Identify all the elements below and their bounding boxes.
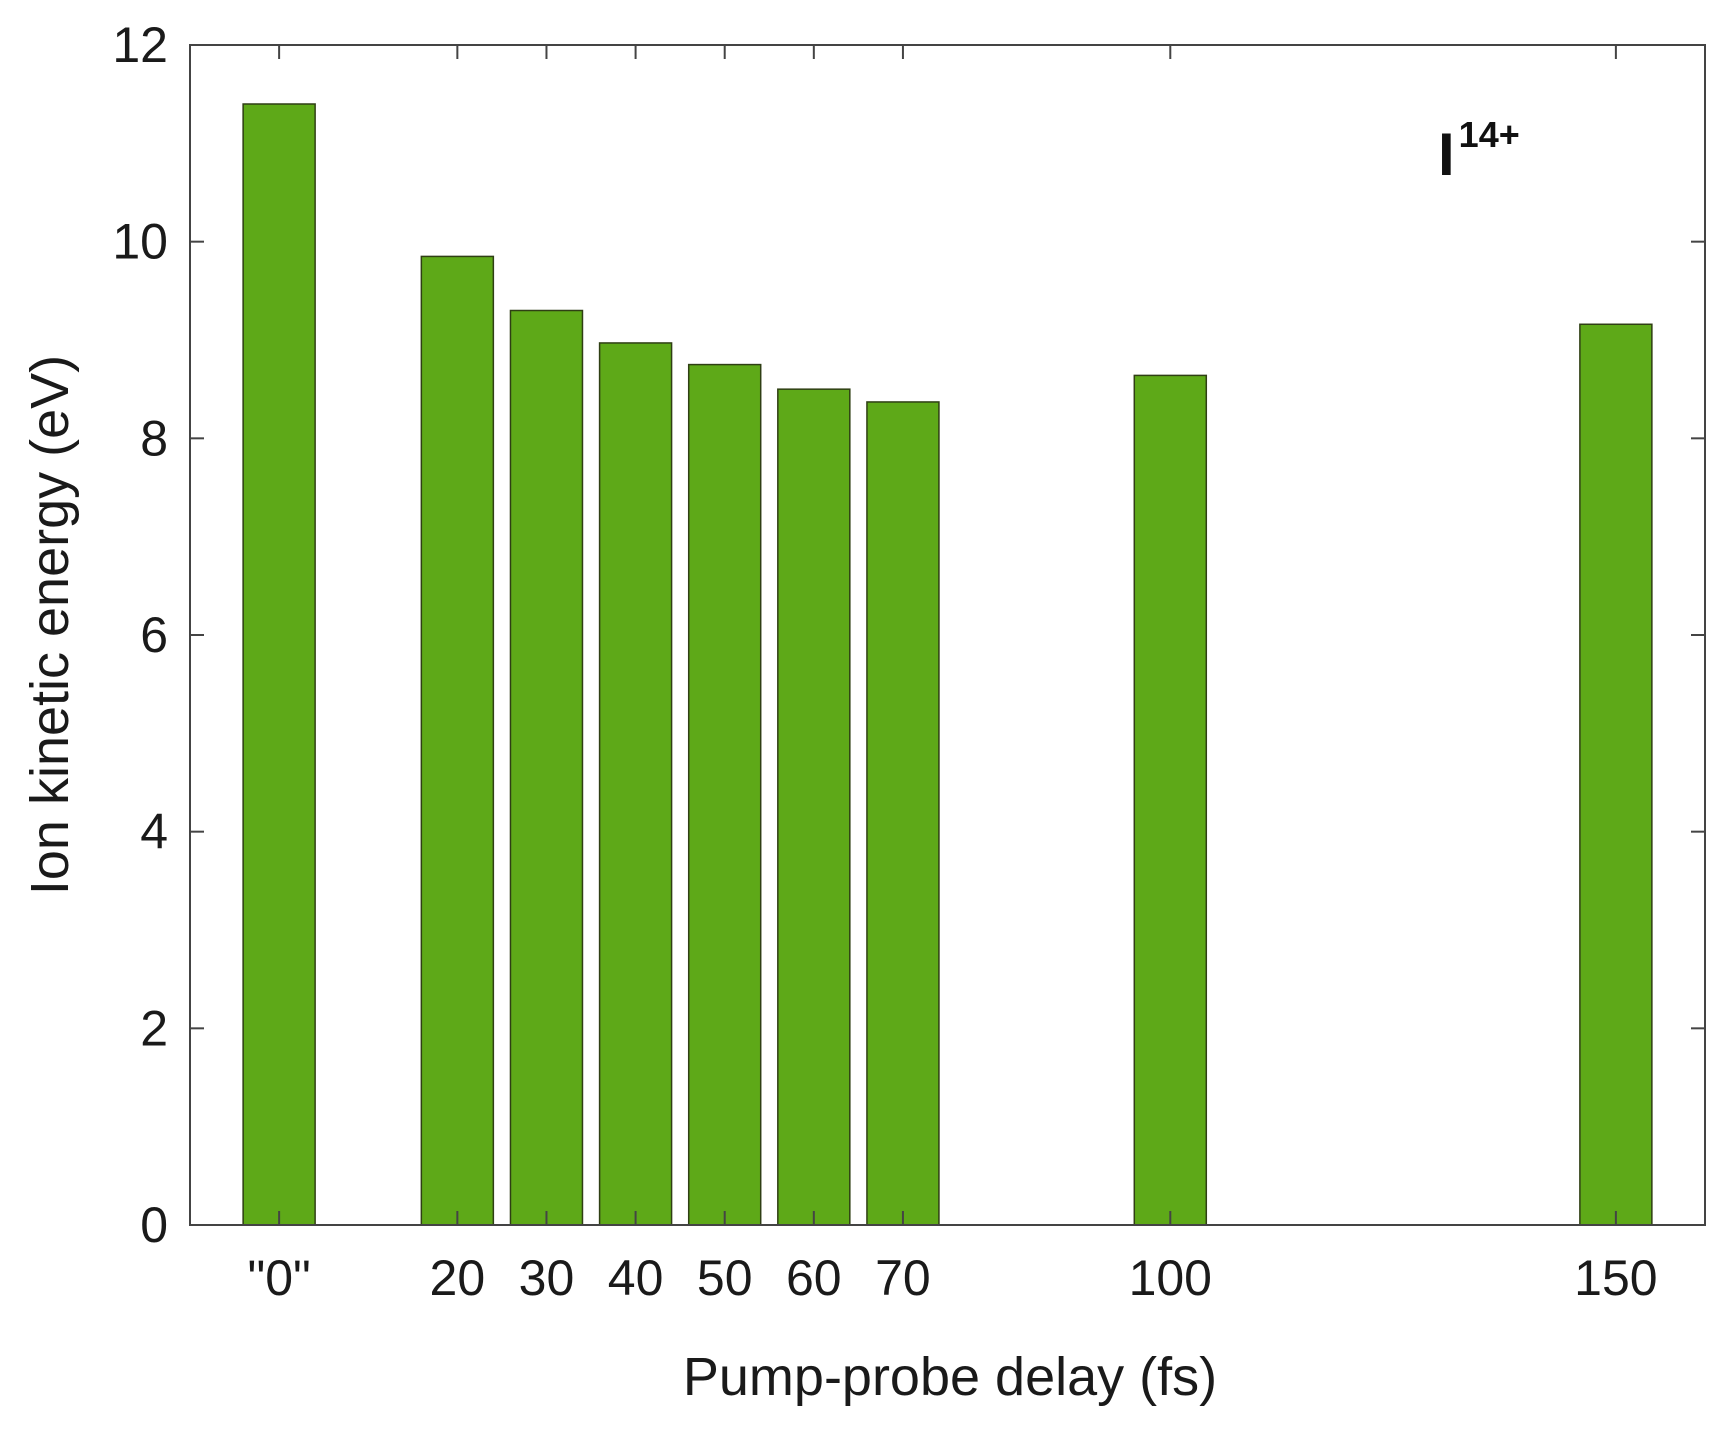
x-tick-labels: "0" 20 30 40 50 60 70 100 150 (247, 1250, 1657, 1306)
bar-100 (1133, 374, 1208, 1226)
x-axis-title: Pump-probe delay (fs) (683, 1347, 1217, 1407)
y-tick-label-2: 2 (140, 1000, 168, 1056)
bar-150 (1579, 323, 1653, 1226)
y-tick-label-6: 6 (140, 607, 168, 663)
y-tick-label-0: 0 (140, 1197, 168, 1253)
x-tick-label-20: 20 (430, 1250, 486, 1306)
y-tick-labels: 0 2 4 6 8 10 12 (112, 17, 168, 1253)
y-tick-label-4: 4 (140, 804, 168, 860)
bar-70 (866, 401, 940, 1226)
ion-symbol: I (1438, 121, 1455, 188)
x-tick-label-30: 30 (519, 1250, 575, 1306)
bar-50 (687, 363, 762, 1226)
x-tick-label-50: 50 (697, 1250, 753, 1306)
bar-40 (598, 342, 673, 1226)
y-tick-label-8: 8 (140, 410, 168, 466)
bars-group (242, 103, 1653, 1226)
bar-0 (242, 103, 316, 1226)
y-axis-title: Ion kinetic energy (eV) (20, 355, 80, 895)
bar-60 (777, 388, 851, 1226)
x-tick-label-70: 70 (875, 1250, 931, 1306)
y-tick-label-12: 12 (112, 17, 168, 73)
y-tick-label-10: 10 (112, 214, 168, 270)
axes-group (189, 44, 1706, 1226)
x-tick-label-0: "0" (247, 1250, 310, 1306)
x-tick-label-60: 60 (786, 1250, 842, 1306)
ion-charge-superscript: 14+ (1459, 114, 1520, 155)
ion-charge-annotation: I 14+ (1438, 114, 1520, 188)
plot-frame (189, 44, 1706, 1226)
x-tick-label-100: 100 (1129, 1250, 1212, 1306)
x-tick-label-40: 40 (608, 1250, 664, 1306)
bar-30 (509, 309, 584, 1226)
bar-20 (420, 255, 495, 1226)
x-tick-label-150: 150 (1574, 1250, 1657, 1306)
